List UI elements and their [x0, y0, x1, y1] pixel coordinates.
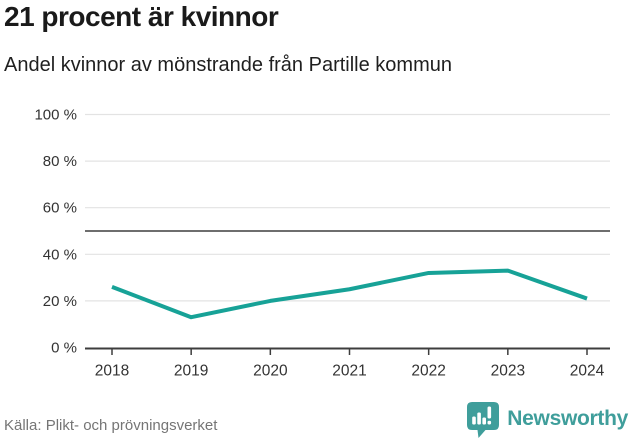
line-chart: 0 % 20 % 40 % 60 % 80 % 100 % 2018 2019 2020 2021… — [34, 107, 610, 380]
chart-title: 21 procent är kvinnor — [4, 1, 279, 32]
y-tick-label: 40 % — [43, 246, 77, 263]
x-tick-label: 2023 — [491, 363, 525, 380]
x-tick-label: 2018 — [95, 363, 129, 380]
x-tick-label: 2022 — [411, 363, 445, 380]
source-note: Källa: Plikt- och prövningsverket — [4, 417, 218, 434]
y-tick-label: 0 % — [51, 340, 77, 357]
y-tick-label: 100 % — [34, 107, 77, 124]
brand-wordmark: Newsworthy — [507, 406, 628, 430]
y-tick-label: 60 % — [43, 200, 77, 217]
chart-subtitle: Andel kvinnor av mönstrande från Partill… — [4, 54, 452, 76]
y-tick-label: 80 % — [43, 153, 77, 170]
x-tick-label: 2024 — [570, 363, 605, 380]
chart-area: 0 % 20 % 40 % 60 % 80 % 100 % 2018 2019 2020 2021… — [0, 100, 631, 400]
newsworthy-logo: Newsworthy — [466, 401, 628, 439]
x-tick-label: 2021 — [332, 363, 366, 380]
newsworthy-icon — [467, 402, 500, 438]
x-tick-label: 2019 — [174, 363, 208, 380]
y-tick-label: 20 % — [43, 293, 77, 310]
x-tick-label: 2020 — [253, 363, 288, 380]
data-line — [111, 268, 588, 320]
